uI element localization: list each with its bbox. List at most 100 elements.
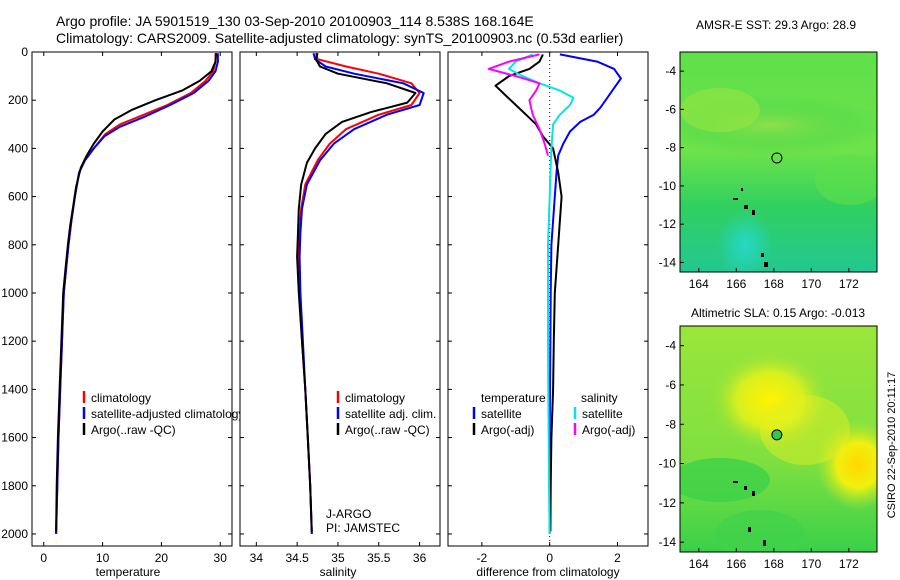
depth-y-tick-label: 1600 <box>1 431 28 445</box>
difference-x-tick-label: 2 <box>614 551 621 565</box>
sst-map-y-tick-label: -8 <box>665 141 676 155</box>
sst-island <box>752 210 755 215</box>
sla-map-y-tick-label: -12 <box>659 496 677 510</box>
sst-map-y-tick-label: -4 <box>665 64 676 78</box>
salinity-annotation-program: J-ARGO <box>326 507 371 521</box>
difference-legend: temperature satellite Argo(-adj) salinit… <box>472 391 635 437</box>
sst-map-y-tick-label: -6 <box>665 102 676 116</box>
temperature-x-axis-label: temperature <box>96 565 161 579</box>
sla-map-x-tick-label: 168 <box>764 557 784 571</box>
sst-map-y-ticks: -4 -6 -8 -10 -12 -14 <box>659 64 684 269</box>
temperature-series-line-2 <box>55 53 218 532</box>
sla-island <box>733 481 738 483</box>
temperature-legend-satellite: satellite-adjusted climatology <box>91 407 244 421</box>
sla-island <box>744 486 747 490</box>
sst-map-y-tick-label: -12 <box>659 217 677 231</box>
salinity-legend-argo: Argo(..raw -QC) <box>345 423 430 437</box>
sla-map-y-tick-label: -6 <box>665 378 676 392</box>
difference-x-axis-label: difference from climatology <box>476 565 619 579</box>
sst-map-y-tick-label: -14 <box>659 255 677 269</box>
difference-legend-salinity-heading: salinity <box>581 391 618 405</box>
temperature-series <box>55 53 219 535</box>
temperature-x-ticks: 0 10 20 30 <box>40 52 227 565</box>
depth-y-tick-label: 1200 <box>1 334 28 348</box>
sla-island <box>763 540 766 546</box>
sst-island <box>733 198 738 200</box>
temperature-x-tick-label: 30 <box>214 551 228 565</box>
sst-map-x-tick-label: 168 <box>764 277 784 291</box>
side-credit-label: CSIRO 22-Sep-2010 20:11:17 <box>886 372 898 519</box>
sla-map-x-ticks: 164 166 168 170 172 <box>689 548 859 571</box>
difference-series-line-0 <box>548 53 622 534</box>
difference-series-line-1 <box>494 53 563 532</box>
sst-island <box>764 262 768 267</box>
sla-map-x-tick-label: 164 <box>689 557 709 571</box>
difference-legend-sal-argo: Argo(-adj) <box>582 423 635 437</box>
temperature-x-tick-label: 20 <box>155 551 169 565</box>
sst-map-panel: AMSR-E SST: 29.3 Argo: 28.9 164 166 168 170… <box>659 18 878 291</box>
difference-legend-sal-satellite: satellite <box>582 407 623 421</box>
difference-legend-temp-argo: Argo(-adj) <box>481 423 534 437</box>
salinity-legend-satellite: satellite adj. clim. <box>345 407 436 421</box>
sst-map-x-tick-label: 172 <box>839 277 859 291</box>
sst-island <box>741 188 743 191</box>
sla-argo-marker-layer <box>771 429 783 441</box>
depth-y-tick-label: 2000 <box>1 527 28 541</box>
sst-map-x-ticks: 164 166 168 170 172 <box>689 268 859 291</box>
sla-map-field <box>680 326 877 552</box>
sst-map-title: AMSR-E SST: 29.3 Argo: 28.9 <box>696 18 856 32</box>
sla-map-x-tick-label: 172 <box>839 557 859 571</box>
temperature-plot-frame <box>31 51 233 547</box>
salinity-x-tick-label: 36 <box>413 551 427 565</box>
sst-map-y-tick-label: -10 <box>659 179 677 193</box>
sst-map-x-tick-label: 170 <box>801 277 821 291</box>
sst-island <box>761 253 764 257</box>
sla-map-y-tick-label: -8 <box>665 417 676 431</box>
sla-map-title: Altimetric SLA: 0.15 Argo: -0.013 <box>691 306 865 320</box>
depth-y-tick-label: 600 <box>8 190 28 204</box>
sla-map-y-tick-label: -14 <box>659 535 677 549</box>
sst-argo-marker-layer <box>771 152 783 164</box>
sst-map-field <box>680 52 877 272</box>
depth-y-tick-label: 1000 <box>1 286 28 300</box>
sla-map-x-tick-label: 170 <box>801 557 821 571</box>
sla-map-y-ticks: -4 -6 -8 -10 -12 -14 <box>659 339 684 549</box>
difference-legend-temperature-heading: temperature <box>481 391 546 405</box>
difference-x-tick-label: 0 <box>546 551 553 565</box>
sla-map-x-tick-label: 166 <box>726 557 746 571</box>
difference-panel: -2 0 2 difference from climatology tempera… <box>447 51 649 579</box>
depth-y-tick-label: 400 <box>8 141 28 155</box>
header-line-1: Argo profile: JA 5901519_130 03-Sep-2010… <box>56 13 534 29</box>
difference-legend-temp-satellite: satellite <box>481 407 522 421</box>
salinity-x-tick-label: 35.5 <box>367 551 391 565</box>
salinity-x-tick-label: 35 <box>331 551 345 565</box>
sst-map-x-tick-label: 164 <box>689 277 709 291</box>
sst-map-frame <box>679 51 878 273</box>
sst-island <box>744 205 748 209</box>
depth-y-tick-label: 0 <box>21 45 28 59</box>
temperature-y-ticks: 0 200 400 600 800 1000 1200 1400 1600 1800 2000 <box>1 45 232 541</box>
salinity-legend-climatology: climatology <box>345 391 405 405</box>
sla-island <box>752 491 755 496</box>
temperature-x-tick-label: 0 <box>40 551 47 565</box>
temperature-legend-argo: Argo(..raw -QC) <box>91 423 176 437</box>
sla-map-y-tick-label: -4 <box>665 339 676 353</box>
sla-map-frame <box>679 325 878 553</box>
difference-x-ticks: -2 0 2 <box>448 51 648 565</box>
sst-map-x-tick-label: 166 <box>726 277 746 291</box>
depth-y-tick-label: 1800 <box>1 479 28 493</box>
sla-map-islands <box>733 481 766 546</box>
sla-argo-position-marker <box>771 429 783 441</box>
salinity-x-tick-label: 34.5 <box>285 551 309 565</box>
temperature-legend: climatology satellite-adjusted climatolo… <box>82 391 244 437</box>
difference-x-tick-label: -2 <box>477 551 488 565</box>
salinity-series <box>296 52 425 535</box>
difference-series-line-2 <box>508 53 575 535</box>
salinity-x-ticks: 34 34.5 35 35.5 36 <box>240 51 440 565</box>
sla-map-panel: Altimetric SLA: 0.15 Argo: -0.013 164 166… <box>659 306 878 571</box>
depth-y-tick-label: 800 <box>8 238 28 252</box>
sla-island <box>748 527 751 532</box>
depth-y-tick-label: 200 <box>8 93 28 107</box>
salinity-annotation-pi: PI: JAMSTEC <box>326 521 400 535</box>
